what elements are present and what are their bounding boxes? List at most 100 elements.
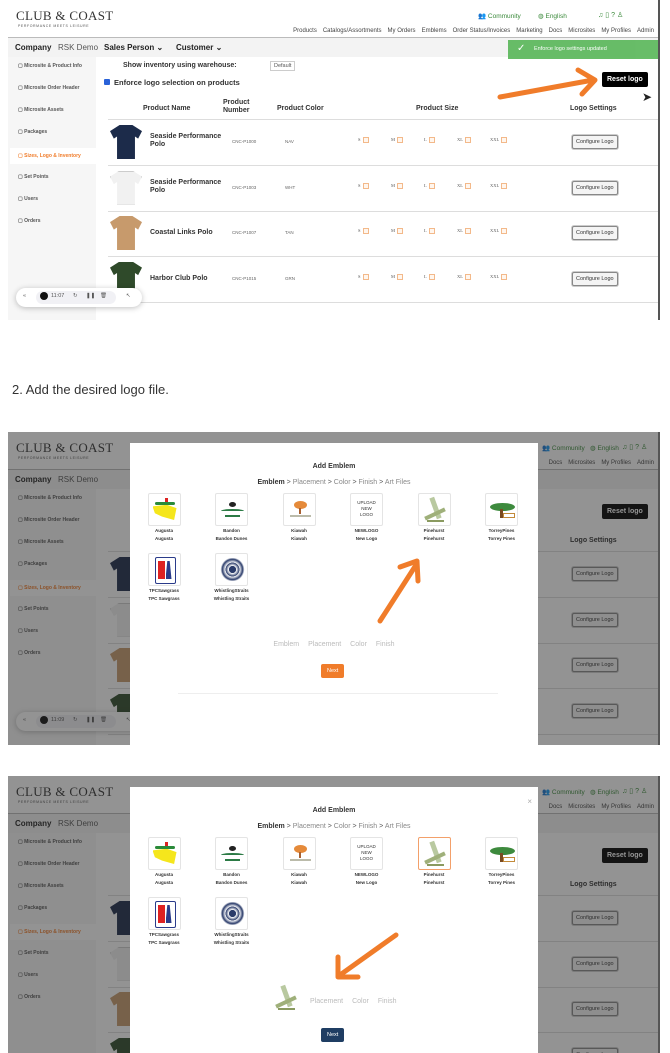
nav-item[interactable]: My Orders <box>387 28 416 34</box>
size-option[interactable]: L <box>424 182 435 189</box>
bell-icon[interactable]: ♫ <box>598 12 606 19</box>
sidebar-item[interactable]: ▢ Packages <box>18 129 47 135</box>
emblem-option[interactable]: Augusta Augusta <box>130 493 198 542</box>
emblem-option[interactable]: Bandon Bandon Dunes <box>198 493 266 542</box>
collapse-icon[interactable]: « <box>23 293 27 299</box>
nav-item[interactable]: Order Status/Invoices <box>452 28 511 34</box>
sidebar-item[interactable]: ▢ Orders <box>18 218 41 224</box>
next-button[interactable]: Next <box>321 1028 345 1042</box>
emblem-option[interactable]: Pinehurst Pinehurst <box>400 837 468 886</box>
size-checkbox[interactable] <box>465 137 471 143</box>
emblem-option[interactable]: TorreyPines Torrey Pines <box>468 493 536 542</box>
customer-dropdown[interactable]: Customer ⌄ <box>176 43 222 52</box>
sidebar-item[interactable]: ▢ Microsite Assets <box>18 107 64 113</box>
size-checkbox[interactable] <box>501 228 508 234</box>
size-checkbox[interactable] <box>428 182 435 189</box>
pause-icon[interactable]: ❚❚ <box>86 293 96 299</box>
nav-item[interactable]: Docs <box>548 28 563 34</box>
size-option[interactable]: XL <box>457 273 471 280</box>
size-option[interactable]: XL <box>457 228 471 234</box>
size-option[interactable]: XL <box>457 137 471 143</box>
configure-logo-button[interactable]: Configure Logo <box>572 180 618 195</box>
size-option[interactable]: S <box>358 273 369 280</box>
size-option[interactable]: M <box>391 182 404 189</box>
size-checkbox[interactable] <box>362 228 369 234</box>
size-checkbox[interactable] <box>397 228 404 234</box>
size-option[interactable]: L <box>424 273 435 280</box>
size-checkbox[interactable] <box>397 137 404 143</box>
size-option[interactable]: S <box>358 182 369 189</box>
size-checkbox[interactable] <box>465 182 471 189</box>
size-option[interactable]: M <box>391 228 404 234</box>
size-option[interactable]: M <box>391 273 404 280</box>
emblem-option[interactable]: Pinehurst Pinehurst <box>400 493 468 542</box>
size-option[interactable]: XXL <box>490 137 508 143</box>
file-icon[interactable]: ▯ <box>605 12 612 19</box>
size-checkbox[interactable] <box>501 273 508 280</box>
size-option[interactable]: S <box>358 137 369 143</box>
nav-item[interactable]: Catalogs/Assortments <box>322 28 382 34</box>
configure-logo-button[interactable]: Configure Logo <box>572 271 618 286</box>
size-option[interactable]: S <box>358 228 369 234</box>
size-checkbox[interactable] <box>501 137 508 143</box>
size-option[interactable]: XXL <box>490 273 508 280</box>
user-icon[interactable]: ♙ <box>617 12 626 19</box>
size-checkbox[interactable] <box>428 273 435 280</box>
emblem-option[interactable]: Augusta Augusta <box>130 837 198 886</box>
emblem-option[interactable]: UPLOAD NEW LOGO NEWLOGO New Logo <box>333 837 401 886</box>
sidebar-item[interactable]: ▢ Sizes, Logo & Inventory <box>10 148 96 164</box>
size-checkbox[interactable] <box>465 228 471 234</box>
size-checkbox[interactable] <box>362 137 369 143</box>
nav-item[interactable]: Microsites <box>568 28 596 34</box>
configure-logo-button[interactable]: Configure Logo <box>572 135 618 149</box>
size-checkbox[interactable] <box>362 182 369 189</box>
size-checkbox[interactable] <box>428 228 435 234</box>
close-icon[interactable]: × <box>527 797 532 806</box>
size-checkbox[interactable] <box>465 273 471 280</box>
emblem-option[interactable]: TPCSawgrass TPC Sawgrass <box>130 553 198 602</box>
size-option[interactable]: L <box>424 228 435 234</box>
nav-item[interactable]: My Profiles <box>601 28 631 34</box>
size-option[interactable]: L <box>424 137 435 143</box>
community-link[interactable]: 👥 Community <box>478 12 521 20</box>
configure-logo-button[interactable]: Configure Logo <box>572 226 618 240</box>
next-button[interactable]: Next <box>321 664 345 678</box>
size-checkbox[interactable] <box>397 273 404 280</box>
warehouse-select[interactable]: Default <box>270 61 296 71</box>
size-option[interactable]: XXL <box>490 182 508 189</box>
size-option[interactable]: M <box>391 137 404 143</box>
enforce-logo-checkbox[interactable] <box>104 79 110 85</box>
nav-item[interactable]: Admin <box>636 28 654 34</box>
restart-icon[interactable]: ↻ <box>73 293 78 299</box>
nav-item[interactable]: Marketing <box>516 28 543 34</box>
pointer-icon[interactable]: ↖ <box>126 293 131 299</box>
emblem-option[interactable]: UPLOAD NEW LOGO NEWLOGO New Logo <box>333 493 401 542</box>
record-icon[interactable] <box>40 292 48 300</box>
sidebar-item[interactable]: ▢ Microsite & Product Info <box>18 63 82 69</box>
trash-icon[interactable]: 🗑 <box>100 293 107 299</box>
emblem-option[interactable]: Kiawah Kiawah <box>265 837 333 886</box>
emblem-option[interactable]: TorreyPines Torrey Pines <box>468 837 536 886</box>
nav-item[interactable]: Products <box>293 28 317 34</box>
emblem-option[interactable]: WhistlingStraits Whistling Straits <box>198 553 266 602</box>
language-selector[interactable]: ◍ English <box>538 12 567 20</box>
sidebar-item[interactable]: ▢ Set Points <box>18 174 49 180</box>
help-icon[interactable]: ? <box>611 12 618 19</box>
brand-logo[interactable]: CLUB & COAST <box>16 8 114 23</box>
sidebar-item[interactable]: ▢ Users <box>18 196 38 202</box>
size-option[interactable]: XXL <box>490 228 508 234</box>
size-option[interactable]: XL <box>457 182 471 189</box>
company-value[interactable]: RSK Demo <box>58 43 99 52</box>
emblem-option[interactable]: Bandon Bandon Dunes <box>198 837 266 886</box>
sales-person-dropdown[interactable]: Sales Person ⌄ <box>104 43 163 52</box>
emblem-option[interactable]: Kiawah Kiawah <box>265 493 333 542</box>
emblem-option[interactable]: TPCSawgrass TPC Sawgrass <box>130 897 198 946</box>
size-checkbox[interactable] <box>362 273 369 280</box>
reset-logo-button[interactable]: Reset logo <box>602 72 648 87</box>
size-checkbox[interactable] <box>501 182 508 189</box>
size-checkbox[interactable] <box>428 137 435 143</box>
sidebar-item[interactable]: ▢ Microsite Order Header <box>18 85 79 91</box>
emblem-option[interactable]: WhistlingStraits Whistling Straits <box>198 897 266 946</box>
nav-item[interactable]: Emblems <box>421 28 447 34</box>
size-checkbox[interactable] <box>397 182 404 189</box>
